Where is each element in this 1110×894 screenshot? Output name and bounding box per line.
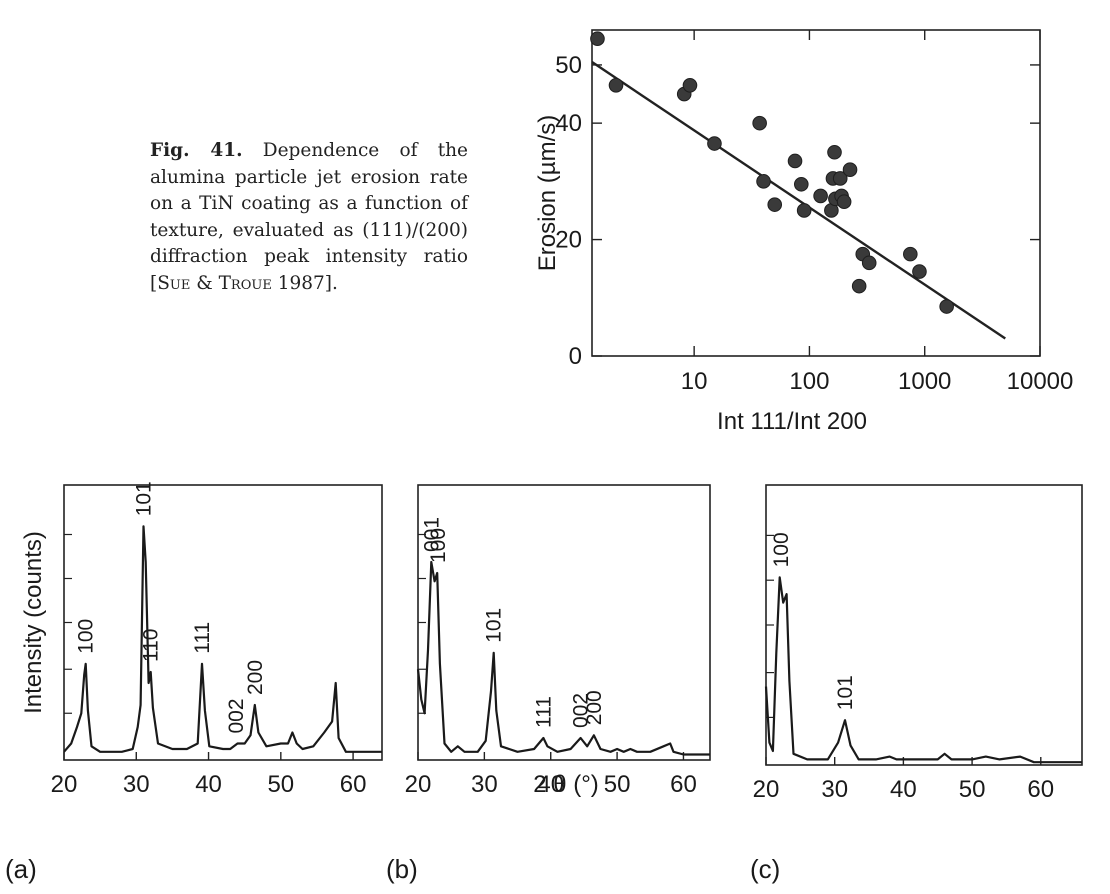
scatter-point bbox=[793, 176, 809, 192]
xrd-x-tick-label: 20 bbox=[51, 771, 78, 798]
scatter-x-axis-label: Int 111/Int 200 bbox=[717, 408, 867, 435]
xrd-peak-label: 101 bbox=[834, 675, 857, 710]
xrd-peak-label: 110 bbox=[140, 629, 163, 662]
xrd-peak-label: 100 bbox=[770, 532, 793, 567]
xrd-x-tick-label: 50 bbox=[267, 771, 294, 798]
scatter-point bbox=[939, 299, 954, 314]
scatter-point bbox=[796, 203, 812, 218]
scatter-y-axis-label: Erosion (µm/s) bbox=[534, 115, 561, 272]
xrd-peak-label: 100 bbox=[427, 528, 450, 563]
xrd-x-tick-label: 30 bbox=[123, 771, 150, 798]
scatter-x-ticks: 10 100 1000 10000 bbox=[681, 30, 1074, 395]
xrd-plot-frame bbox=[63, 484, 383, 761]
xrd-chart-c: 20 30 40 50 60 100 101 (c) bbox=[750, 484, 1083, 884]
scatter-plot-frame bbox=[591, 29, 1041, 357]
scatter-point bbox=[682, 78, 698, 93]
scatter-point bbox=[756, 174, 771, 189]
xrd-peak-label: 001 bbox=[420, 517, 443, 552]
scatter-point bbox=[851, 278, 867, 294]
scatter-y-tick-label: 50 bbox=[555, 52, 582, 79]
figure-label: Fig. 41. bbox=[150, 140, 243, 161]
scatter-y-tick-label: 20 bbox=[555, 227, 582, 254]
scatter-x-tick-label: 10000 bbox=[1007, 368, 1074, 395]
xrd-x-tick-label: 60 bbox=[340, 771, 367, 798]
xrd-panel-label: (c) bbox=[750, 854, 780, 884]
caption-ref-author-2: Troue bbox=[218, 272, 272, 294]
xrd-peak-label: 101 bbox=[133, 481, 156, 516]
scatter-point bbox=[608, 78, 624, 93]
scatter-x-tick-label: 10 bbox=[681, 368, 708, 395]
xrd-pattern-line bbox=[416, 560, 710, 756]
caption-ref-amp: & bbox=[190, 272, 219, 294]
xrd-x-tick-label: 20 bbox=[753, 776, 780, 803]
scatter-point bbox=[813, 188, 828, 204]
scatter-point bbox=[903, 246, 918, 262]
scatter-y-tick-label: 0 bbox=[569, 343, 582, 370]
scatter-point bbox=[842, 162, 858, 178]
xrd-x-tick-label: 40 bbox=[195, 771, 222, 798]
xrd-x-tick-label: 50 bbox=[604, 771, 631, 798]
xrd-peak-label: 200 bbox=[583, 690, 606, 725]
scatter-point bbox=[787, 153, 803, 169]
xrd-x-tick-label: 30 bbox=[821, 776, 848, 803]
xrd-panel-label: (b) bbox=[386, 854, 418, 884]
xrd-x-tick-label: 50 bbox=[959, 776, 986, 803]
xrd-y-ticks bbox=[64, 533, 72, 714]
scatter-points bbox=[590, 31, 954, 314]
scatter-y-ticks: 0 20 40 50 bbox=[555, 52, 1040, 370]
figure-caption: Fig. 41. Dependence of the alumina parti… bbox=[150, 138, 468, 297]
xrd-pattern-line bbox=[63, 525, 382, 753]
xrd-peak-label: 101 bbox=[483, 608, 506, 643]
xrd-peak-label: 002 bbox=[225, 698, 248, 733]
scatter-point bbox=[827, 144, 842, 160]
scatter-point bbox=[912, 264, 927, 279]
xrd-x-tick-label: 30 bbox=[471, 771, 498, 798]
xrd-x-tick-label: 60 bbox=[670, 771, 697, 798]
scatter-point bbox=[836, 194, 852, 210]
xrd-plot-frame bbox=[417, 484, 711, 761]
scatter-y-tick-label: 40 bbox=[555, 110, 582, 137]
scatter-x-tick-label: 1000 bbox=[898, 368, 951, 395]
xrd-x-tick-label: 40 bbox=[537, 771, 564, 798]
scatter-point bbox=[767, 197, 783, 212]
xrd-plot-frame bbox=[765, 484, 1083, 766]
caption-ref-year: 1987]. bbox=[271, 272, 338, 294]
xrd-peak-labels: 100 101 bbox=[770, 532, 857, 710]
xrd-x-tick-label: 40 bbox=[890, 776, 917, 803]
xrd-peak-label: 111 bbox=[532, 696, 555, 728]
scatter-point bbox=[752, 115, 767, 131]
xrd-peak-labels: 100 101 110 111 002 200 bbox=[75, 481, 267, 733]
scatter-point bbox=[832, 171, 848, 186]
erosion-scatter-chart: 10 100 1000 10000 0 20 40 50 Int 111/Int 200 Eros… bbox=[534, 29, 1074, 435]
caption-ref-author-1: Sue bbox=[157, 272, 191, 294]
xrd-x-ticks: 20 30 40 50 60 bbox=[753, 757, 1054, 803]
xrd-x-ticks: 20 30 40 50 60 bbox=[51, 752, 367, 798]
scatter-x-tick-label: 100 bbox=[789, 368, 829, 395]
xrd-peak-label: 100 bbox=[75, 619, 98, 654]
caption-text: Dependence of the alumina particle jet e… bbox=[150, 140, 468, 294]
xrd-pattern-line bbox=[764, 576, 1082, 764]
xrd-peak-label: 111 bbox=[191, 622, 214, 654]
xrd-peak-label: 002 bbox=[570, 693, 593, 728]
scatter-point bbox=[707, 136, 722, 151]
xrd-panel-label: (a) bbox=[5, 854, 37, 884]
xrd-peak-label: 200 bbox=[244, 660, 267, 695]
shared-x-axis-label: 2 θ (°) bbox=[533, 771, 599, 798]
xrd-x-tick-label: 20 bbox=[405, 771, 432, 798]
scatter-point bbox=[590, 31, 605, 47]
xrd-y-axis-label: Intensity (counts) bbox=[20, 531, 47, 714]
scatter-point bbox=[861, 255, 877, 271]
xrd-x-tick-label: 60 bbox=[1027, 776, 1054, 803]
xrd-chart-a: 20 30 40 50 60 100 101 110 111 002 200 (a) Intensity… bbox=[5, 481, 383, 884]
scatter-fit-line bbox=[591, 61, 1006, 340]
xrd-x-ticks: 20 30 40 50 60 bbox=[405, 752, 697, 798]
